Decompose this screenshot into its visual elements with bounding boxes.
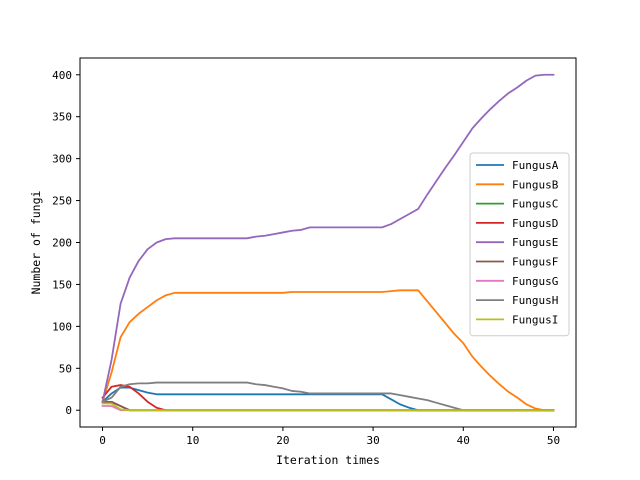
series-line-fungusi [101, 402, 555, 412]
series-layer [101, 73, 555, 412]
legend-entry-funguse: FungusE [512, 236, 558, 249]
legend-entry-fungusg: FungusG [512, 275, 558, 288]
legend: FungusA FungusB FungusC FungusD FungusE Fungu… [469, 152, 570, 337]
legend-entry-fungusc: FungusC [512, 198, 558, 211]
y-tick-label: 0 [65, 404, 72, 417]
y-tick-label: 400 [52, 69, 72, 82]
x-tick-label: 40 [457, 434, 470, 447]
y-tick-label: 200 [52, 237, 72, 250]
x-tick-label: 50 [547, 434, 560, 447]
y-tick-label: 50 [59, 362, 72, 375]
legend-entry-fungusf: FungusF [512, 256, 558, 269]
legend-entry-fungusi: FungusI [512, 313, 558, 326]
legend-entry-fungusd: FungusD [512, 217, 558, 230]
series-line-fungusb [101, 289, 555, 412]
series-line-funguse [101, 73, 555, 403]
y-tick-label: 100 [52, 320, 72, 333]
legend-entry-fungusa: FungusA [512, 159, 559, 172]
legend-box [469, 152, 570, 337]
legend-entry-fungush: FungusH [512, 294, 558, 307]
x-axis-ticks: 0 10 20 30 40 50 [99, 427, 560, 447]
x-tick-label: 20 [276, 434, 289, 447]
y-axis-ticks: 0 50 100 150 200 250 300 350 400 [52, 69, 80, 417]
x-tick-label: 30 [366, 434, 379, 447]
legend-entry-fungusb: FungusB [512, 178, 559, 191]
y-axis-label: Number of fungi [29, 190, 43, 294]
y-tick-label: 350 [52, 111, 72, 124]
y-tick-label: 300 [52, 153, 72, 166]
x-tick-label: 0 [99, 434, 106, 447]
y-tick-label: 150 [52, 278, 72, 291]
x-axis-label: Iteration times [276, 453, 380, 467]
y-tick-label: 250 [52, 195, 72, 208]
x-tick-label: 10 [186, 434, 199, 447]
